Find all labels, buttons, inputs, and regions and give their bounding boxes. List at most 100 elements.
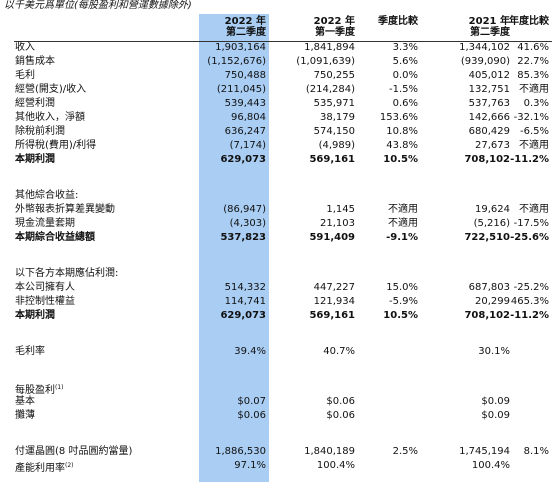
cell-value: (86,947) [223, 204, 266, 215]
cell-value: 569,161 [309, 154, 355, 165]
cell-value: 97.1% [234, 460, 266, 471]
cell-value: 10.5% [383, 310, 418, 321]
cell-value: 636,247 [224, 126, 266, 137]
cell-value: (214,284) [305, 84, 355, 95]
cell-value: (4,303) [229, 218, 266, 229]
cell-value: -11.2% [510, 154, 549, 165]
cell-value: 85.3% [517, 70, 549, 81]
row-label: 本期綜合收益總額 [15, 232, 95, 243]
cell-value: 142,666 [468, 112, 510, 123]
row-label: 經營利潤 [15, 98, 55, 109]
cell-value: 1,145 [326, 204, 355, 215]
cell-value: $0.06 [326, 410, 355, 421]
cell-value: 132,751 [468, 84, 510, 95]
cell-value: 1,840,189 [304, 446, 355, 457]
cell-value: 3.3% [392, 42, 418, 53]
cell-value: 1,841,894 [304, 42, 355, 53]
cell-value: 10.8% [386, 126, 418, 137]
footnote-mark: (1) [55, 384, 64, 391]
header-rule [14, 41, 552, 42]
section-heading: 以下各方本期應佔利潤: [15, 268, 119, 279]
row-label: 除稅前利潤 [15, 126, 65, 137]
label-text: 產能利用率 [15, 463, 65, 474]
cell-value: 40.7% [323, 346, 355, 357]
cell-value: 不適用 [519, 84, 549, 95]
row-label: 毛利 [15, 70, 35, 81]
cell-value: 405,012 [468, 70, 510, 81]
cell-value: 100.4% [471, 460, 510, 471]
row-label: 基本 [15, 396, 35, 407]
column-header: 第二季度 [470, 27, 510, 38]
cell-value: 687,803 [468, 282, 510, 293]
row-label: 本公司擁有人 [15, 282, 75, 293]
section-heading: 每股盈利(1) [15, 382, 64, 397]
row-label: 收入 [15, 42, 35, 53]
cell-value: 43.8% [386, 140, 418, 151]
cell-value: (5,216) [473, 218, 510, 229]
cell-value: 5.6% [392, 56, 418, 67]
cell-value: 30.1% [478, 346, 510, 357]
cell-value: 不適用 [519, 204, 549, 215]
cell-value: 10.5% [383, 154, 418, 165]
row-label: 毛利率 [15, 346, 45, 357]
row-label: 攤薄 [15, 410, 35, 421]
cell-value: 447,227 [313, 282, 355, 293]
column-header: 季度比較 [378, 16, 418, 27]
cell-value: 38,179 [320, 112, 355, 123]
section-heading: 其他綜合收益: [15, 190, 79, 201]
table-caption: 以千美元爲單位(每股盈利和營運數據除外) [4, 0, 192, 11]
cell-value: 41.6% [517, 42, 549, 53]
cell-value: 27,673 [475, 140, 510, 151]
cell-value: 1,344,102 [459, 42, 510, 53]
cell-value: 629,073 [220, 154, 266, 165]
cell-value: (211,045) [216, 84, 266, 95]
row-label: 外幣報表折算差異變動 [15, 204, 115, 215]
label-text: 每股盈利 [15, 385, 55, 396]
cell-value: 708,102 [464, 310, 510, 321]
cell-value: 2.5% [392, 446, 418, 457]
cell-value: -25.2% [513, 282, 549, 293]
cell-value: 514,332 [224, 282, 266, 293]
cell-value: 537,823 [220, 232, 266, 243]
row-label: 非控制性權益 [15, 296, 75, 307]
cell-value: 1,886,530 [215, 446, 266, 457]
cell-value: 750,488 [224, 70, 266, 81]
cell-value: -9.1% [386, 232, 418, 243]
cell-value: 1,745,194 [459, 446, 510, 457]
cell-value: -25.6% [510, 232, 549, 243]
cell-value: (7,174) [229, 140, 266, 151]
cell-value: 39.4% [234, 346, 266, 357]
cell-value: 1,903,164 [215, 42, 266, 53]
cell-value: (939,090) [460, 56, 510, 67]
column-header: 2022 年 [313, 16, 355, 27]
footnote-mark: (2) [65, 462, 74, 469]
cell-value: 不適用 [388, 204, 418, 215]
cell-value: 537,763 [468, 98, 510, 109]
cell-value: 20,299 [475, 296, 510, 307]
column-header: 2022 年 [224, 16, 266, 27]
row-label: 所得稅(費用)/利得 [15, 140, 97, 151]
column-header: 第一季度 [315, 27, 355, 38]
cell-value: 15.0% [386, 282, 418, 293]
cell-value: 121,934 [313, 296, 355, 307]
row-label: 本期利潤 [15, 310, 55, 321]
cell-value: 708,102 [464, 154, 510, 165]
cell-value: 680,429 [468, 126, 510, 137]
cell-value: 574,150 [313, 126, 355, 137]
row-label: 其他收入，淨額 [15, 112, 85, 123]
row-label: 付運晶圓(8 吋品圓約當量) [15, 446, 133, 457]
cell-value: 0.3% [523, 98, 549, 109]
cell-value: 539,443 [224, 98, 266, 109]
row-label: 產能利用率(2) [15, 460, 74, 475]
row-label: 現金流量套期 [15, 218, 75, 229]
cell-value: (1,091,639) [296, 56, 355, 67]
row-label: 本期利潤 [15, 154, 55, 165]
cell-value: 465.3% [510, 296, 549, 307]
cell-value: $0.06 [326, 396, 355, 407]
cell-value: 114,741 [224, 296, 266, 307]
cell-value: 569,161 [309, 310, 355, 321]
cell-value: $0.09 [481, 396, 510, 407]
highlight-column [199, 14, 269, 482]
cell-value: -32.1% [513, 112, 549, 123]
